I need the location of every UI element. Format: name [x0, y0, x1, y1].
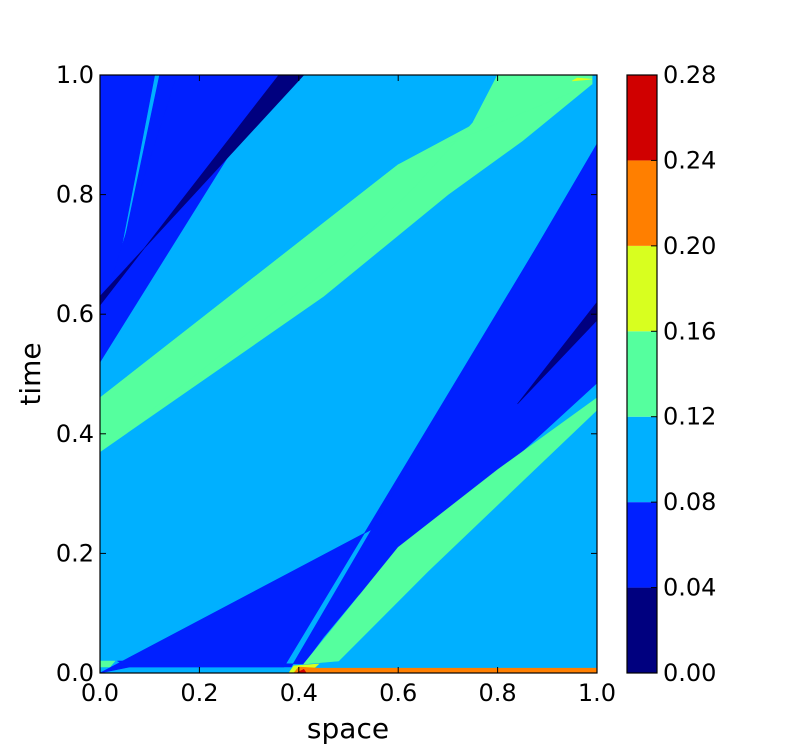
x-tick-label: 0.6	[379, 679, 417, 707]
colorbar-tick-label: 0.20	[663, 232, 716, 260]
x-axis-label: space	[307, 712, 389, 745]
plot-area: 0.0 0.2 0.4 0.6 0.8 1.0 0.0 0.2 0.4 0.6 0.8 1.0	[56, 61, 616, 707]
x-tick-label: 0.8	[479, 679, 517, 707]
colorbar-ticks: 0.00 0.04 0.08 0.12 0.16 0.20 0.24 0.28	[651, 61, 716, 687]
contour-region-11	[100, 660, 116, 668]
colorbar-bands	[627, 75, 657, 673]
colorbar-band-0	[627, 587, 657, 673]
contour-region-4	[100, 75, 305, 306]
y-tick-label: 0.6	[56, 300, 94, 328]
colorbar-band-6	[627, 75, 657, 161]
y-axis-label: time	[14, 342, 47, 405]
x-axis-ticks: 0.0 0.2 0.4 0.6 0.8 1.0	[81, 75, 616, 707]
y-tick-label: 0.8	[56, 181, 94, 209]
contour-region-6	[100, 75, 593, 453]
x-tick-label: 0.2	[180, 679, 218, 707]
colorbar-tick-label: 0.16	[663, 317, 716, 345]
y-tick-label: 0.4	[56, 420, 94, 448]
colorbar-frame	[626, 74, 658, 674]
colorbar-band-4	[627, 245, 657, 332]
colorbar-tick-label: 0.08	[663, 488, 716, 516]
colorbar-band-3	[627, 331, 657, 417]
plot-frame	[99, 74, 598, 674]
colorbar-tick-label: 0.28	[663, 61, 716, 89]
x-tick-label: 1.0	[578, 679, 616, 707]
contour-region-10	[303, 397, 597, 665]
colorbar-band-5	[627, 160, 657, 246]
contour-region-9	[517, 301, 597, 405]
y-tick-label: 0.2	[56, 539, 94, 567]
colorbar-tick-label: 0.00	[663, 659, 716, 687]
colorbar: 0.00 0.04 0.08 0.12 0.16 0.20 0.24 0.28	[626, 61, 716, 687]
contour-region-15	[571, 77, 593, 82]
x-tick-label: 0.0	[81, 679, 119, 707]
x-tick-label: 0.4	[280, 679, 318, 707]
contour-regions	[100, 75, 597, 673]
contour-region-13	[293, 666, 597, 673]
colorbar-tick-label: 0.04	[663, 574, 716, 602]
colorbar-band-1	[627, 502, 657, 588]
y-tick-label: 1.0	[56, 61, 94, 89]
colorbar-tick-label: 0.24	[663, 146, 716, 174]
colorbar-band-2	[627, 416, 657, 503]
contour-region-1	[100, 75, 156, 360]
colorbar-tick-label: 0.12	[663, 403, 716, 431]
y-tick-label: 0.0	[56, 659, 94, 687]
y-axis-ticks: 0.0 0.2 0.4 0.6 0.8 1.0	[56, 61, 597, 687]
